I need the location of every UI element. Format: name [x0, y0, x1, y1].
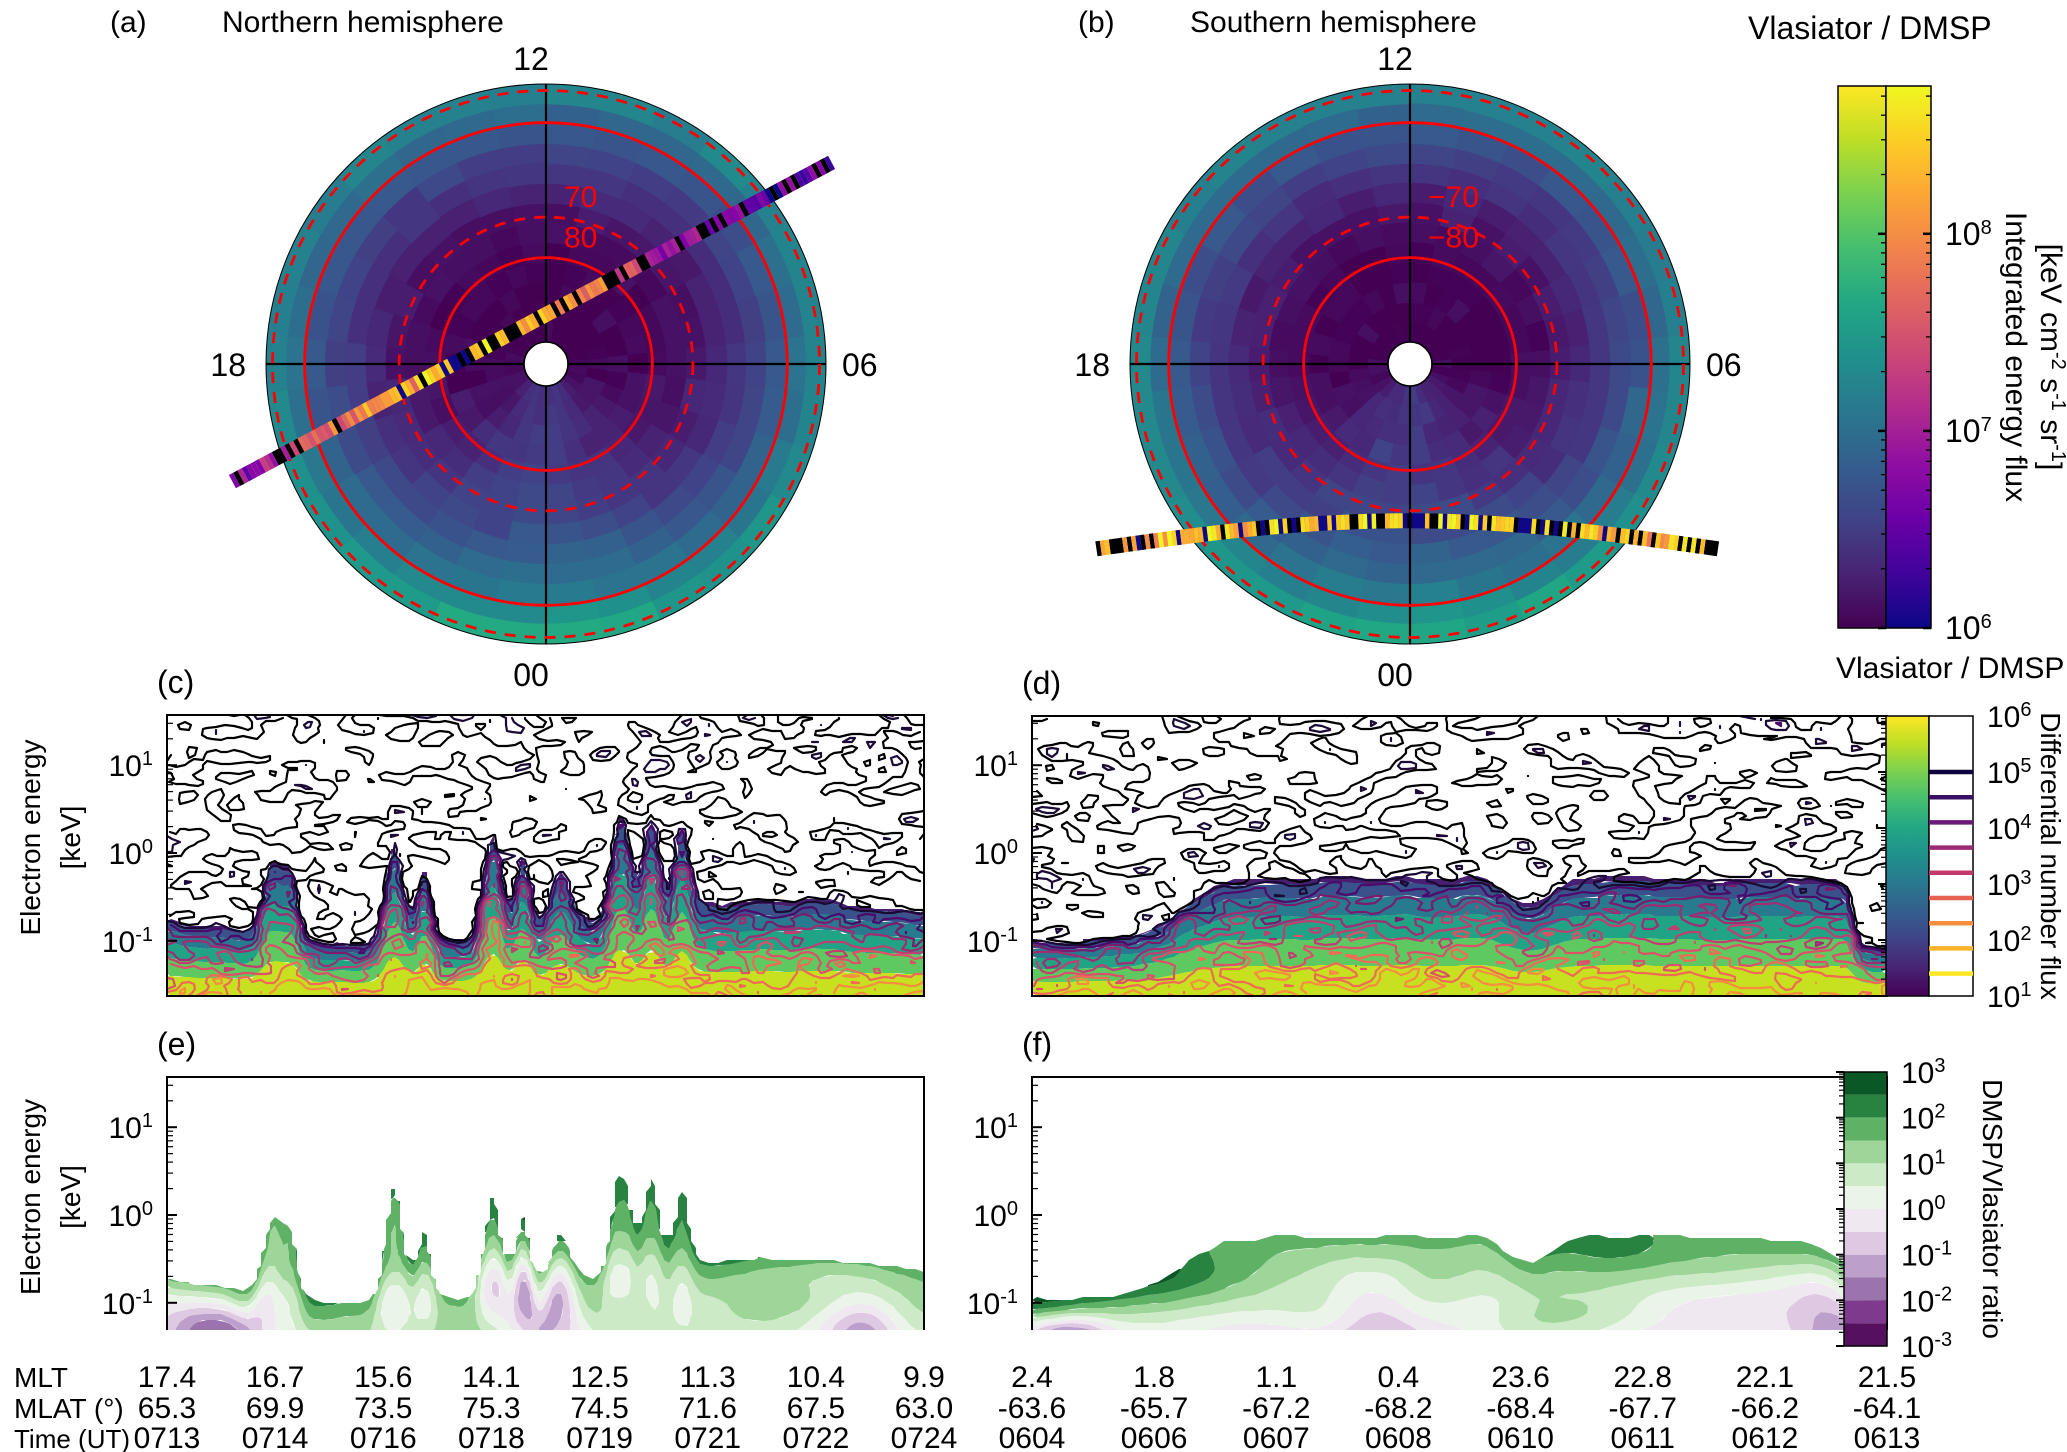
svg-text:0.4: 0.4 — [1378, 1361, 1420, 1394]
svg-text:1.1: 1.1 — [1255, 1361, 1297, 1394]
svg-text:MLAT (°): MLAT (°) — [14, 1393, 124, 1424]
svg-text:15.6: 15.6 — [354, 1361, 412, 1394]
svg-text:Time (UT): Time (UT) — [14, 1424, 130, 1452]
svg-text:0606: 0606 — [1121, 1422, 1188, 1452]
svg-text:Electron energy: Electron energy — [15, 739, 46, 935]
svg-text:22.8: 22.8 — [1614, 1361, 1672, 1394]
svg-text:0607: 0607 — [1243, 1422, 1310, 1452]
svg-text:23.6: 23.6 — [1491, 1361, 1549, 1394]
svg-text:0611: 0611 — [1610, 1422, 1675, 1452]
svg-text:1.8: 1.8 — [1133, 1361, 1175, 1394]
svg-text:0608: 0608 — [1365, 1422, 1432, 1452]
svg-text:-64.1: -64.1 — [1853, 1392, 1921, 1425]
svg-text:69.9: 69.9 — [246, 1392, 304, 1425]
svg-text:0713: 0713 — [134, 1422, 201, 1452]
svg-text:10.4: 10.4 — [787, 1361, 845, 1394]
svg-text:14.1: 14.1 — [462, 1361, 520, 1394]
svg-text:0716: 0716 — [350, 1422, 417, 1452]
svg-text:-67.7: -67.7 — [1609, 1392, 1677, 1425]
svg-text:75.3: 75.3 — [462, 1392, 520, 1425]
svg-text:-63.6: -63.6 — [998, 1392, 1066, 1425]
svg-text:0718: 0718 — [458, 1422, 525, 1452]
svg-text:-68.2: -68.2 — [1364, 1392, 1432, 1425]
svg-text:[keV]: [keV] — [55, 806, 86, 870]
svg-text:0610: 0610 — [1487, 1422, 1554, 1452]
svg-text:0719: 0719 — [566, 1422, 633, 1452]
svg-text:9.9: 9.9 — [903, 1361, 945, 1394]
svg-text:[keV]: [keV] — [55, 1165, 86, 1229]
svg-text:11.3: 11.3 — [680, 1361, 736, 1394]
svg-text:0724: 0724 — [891, 1422, 958, 1452]
svg-text:71.6: 71.6 — [679, 1392, 737, 1425]
svg-text:-65.7: -65.7 — [1120, 1392, 1188, 1425]
svg-text:65.3: 65.3 — [138, 1392, 196, 1425]
svg-text:-66.2: -66.2 — [1731, 1392, 1799, 1425]
svg-text:MLT: MLT — [14, 1362, 68, 1393]
svg-text:0612: 0612 — [1732, 1422, 1799, 1452]
svg-text:0721: 0721 — [674, 1422, 741, 1452]
svg-text:-67.2: -67.2 — [1242, 1392, 1310, 1425]
svg-text:0613: 0613 — [1854, 1422, 1921, 1452]
svg-text:0714: 0714 — [242, 1422, 309, 1452]
svg-text:12.5: 12.5 — [570, 1361, 628, 1394]
svg-text:21.5: 21.5 — [1858, 1361, 1916, 1394]
svg-text:2.4: 2.4 — [1011, 1361, 1053, 1394]
svg-text:17.4: 17.4 — [138, 1361, 196, 1394]
svg-text:-68.4: -68.4 — [1486, 1392, 1554, 1425]
svg-text:16.7: 16.7 — [246, 1361, 304, 1394]
svg-text:0722: 0722 — [783, 1422, 850, 1452]
svg-text:74.5: 74.5 — [570, 1392, 628, 1425]
svg-text:Electron energy: Electron energy — [15, 1099, 46, 1295]
svg-text:22.1: 22.1 — [1736, 1361, 1794, 1394]
svg-text:73.5: 73.5 — [354, 1392, 412, 1425]
svg-text:0604: 0604 — [999, 1422, 1066, 1452]
svg-text:63.0: 63.0 — [895, 1392, 953, 1425]
svg-text:67.5: 67.5 — [787, 1392, 845, 1425]
